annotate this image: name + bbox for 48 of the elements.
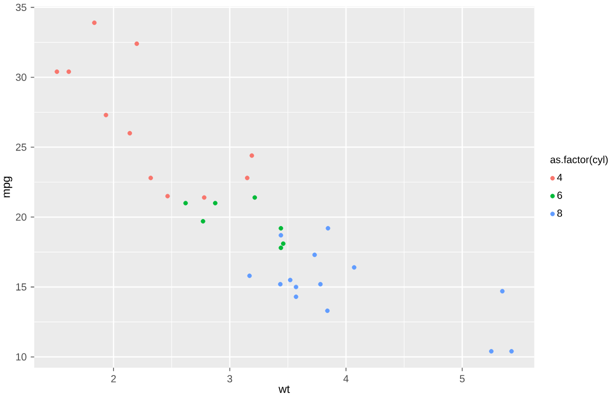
point (66, 70, 72, 74)
point (312, 252, 317, 258)
y-tick-label: 35 (16, 4, 26, 12)
point (92, 20, 97, 26)
y-tick-label: 10 (16, 353, 26, 361)
point (318, 282, 323, 287)
point (278, 282, 283, 287)
y-tick-label: 30 (16, 74, 26, 82)
point (250, 153, 254, 158)
legend-label: 8 (557, 210, 562, 217)
point (54, 70, 60, 74)
point (280, 241, 286, 246)
y-tick-label: 20 (16, 214, 26, 221)
point (247, 274, 252, 278)
point (489, 349, 494, 354)
y-axis-title: mpg (4, 176, 12, 198)
point (200, 219, 206, 224)
point (212, 200, 218, 206)
point (202, 195, 206, 200)
point (252, 195, 258, 200)
x-tick-label: 4 (343, 375, 349, 382)
x-tick-label: 3 (227, 375, 232, 382)
point (183, 200, 188, 206)
point (294, 294, 298, 300)
point (104, 112, 108, 118)
point (278, 233, 284, 238)
point (294, 284, 298, 290)
legend-title: as.factor(cyl) (550, 156, 608, 166)
x-tick-label: 2 (111, 375, 116, 382)
point (278, 226, 284, 231)
point (134, 42, 140, 46)
point (326, 226, 330, 231)
point (500, 289, 505, 294)
point (288, 278, 292, 282)
legend-label: 4 (557, 174, 562, 181)
point (278, 246, 284, 250)
y-tick-label: 25 (16, 144, 26, 151)
legend-label: 6 (557, 192, 562, 199)
point (244, 176, 250, 180)
point (148, 176, 153, 180)
y-tick-label: 15 (16, 284, 26, 291)
x-axis-title: wt (278, 386, 290, 394)
point (325, 308, 330, 314)
point (509, 349, 514, 354)
point (352, 265, 356, 270)
x-tick-label: 5 (460, 375, 465, 382)
point (165, 194, 170, 199)
point (128, 131, 132, 136)
